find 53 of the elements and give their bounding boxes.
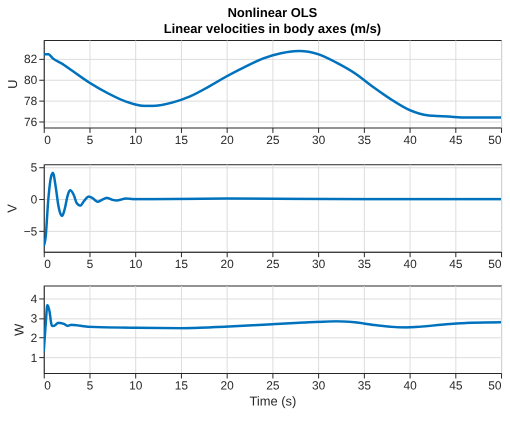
x-tick-label: 40	[403, 378, 418, 392]
y-tick-label: −5	[24, 224, 38, 239]
x-tick-label: 25	[266, 132, 280, 147]
y-tick-label: 82	[24, 52, 38, 66]
x-axis-title: Time (s)	[249, 393, 296, 408]
y-tick-label: 4	[30, 292, 38, 306]
x-tick-label: 5	[86, 378, 94, 392]
x-tick-label: 45	[449, 132, 463, 147]
x-tick-label: 30	[312, 132, 326, 147]
x-tick-label: 25	[266, 257, 280, 272]
y-tick-label: 78	[24, 94, 38, 108]
x-tick-label: 30	[312, 378, 326, 392]
x-tick-label: 15	[174, 257, 188, 272]
y-tick-label: 1	[30, 350, 38, 365]
x-tick-label: 35	[358, 132, 372, 147]
x-tick-label: 20	[220, 132, 234, 147]
x-tick-label: 0	[44, 378, 52, 392]
y-tick-label: 5	[30, 160, 38, 175]
x-tick-label: 35	[358, 257, 372, 272]
x-tick-label: 45	[449, 378, 463, 392]
x-tick-label: 40	[403, 257, 418, 272]
x-tick-label: 5	[86, 257, 94, 272]
x-tick-label: 20	[220, 378, 234, 392]
y-axis-title: V	[4, 204, 20, 213]
chart-subtitle: Linear velocities in body axes (m/s)	[164, 21, 382, 36]
line-series	[44, 304, 502, 353]
line-series	[44, 50, 502, 119]
y-tick-label: 0	[30, 192, 38, 207]
x-tick-label: 40	[403, 132, 418, 147]
x-tick-label: 20	[220, 257, 234, 272]
line-series	[44, 172, 502, 248]
x-tick-label: 5	[86, 132, 94, 147]
x-tick-label: 30	[312, 257, 326, 272]
y-axis-title: U	[5, 80, 20, 89]
y-axis-title: W	[12, 322, 27, 336]
x-tick-label: 15	[174, 132, 188, 147]
chart-title: Nonlinear OLS	[228, 5, 318, 20]
x-tick-label: 45	[449, 257, 463, 272]
x-tick-label: 0	[44, 132, 52, 147]
x-tick-label: 50	[488, 132, 502, 147]
y-tick-label: 76	[24, 115, 38, 130]
y-tick-label: 2	[30, 331, 38, 346]
x-tick-label: 0	[44, 257, 52, 272]
x-tick-label: 10	[129, 378, 143, 392]
x-tick-label: 50	[488, 257, 502, 272]
x-tick-label: 50	[488, 378, 502, 392]
x-tick-label: 25	[266, 378, 280, 392]
y-tick-label: 3	[30, 311, 38, 326]
x-tick-label: 10	[129, 257, 143, 272]
y-tick-label: 80	[24, 72, 38, 87]
x-tick-label: 15	[174, 378, 188, 392]
x-tick-label: 35	[358, 378, 372, 392]
x-tick-label: 10	[129, 132, 143, 147]
